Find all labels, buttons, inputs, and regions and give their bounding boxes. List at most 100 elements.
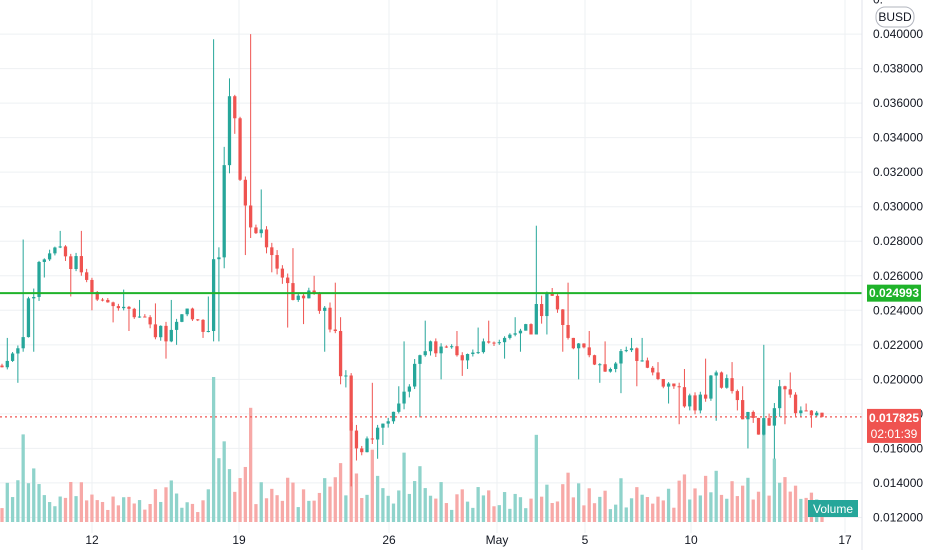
candle-body [333,329,337,332]
volume-bar [196,512,200,522]
y-tick-label: 0.038000 [873,62,923,76]
volume-bar [21,434,25,522]
candle-body [254,227,258,234]
candle-body [772,408,777,426]
candle-body [566,325,570,338]
volume-bar [148,504,152,522]
volume-bar [587,488,591,522]
candle-body [259,229,263,234]
volume-bar [577,483,581,522]
candle-body [296,295,300,300]
candle-body [524,324,528,331]
candle-body [545,293,549,317]
volume-bar [32,468,36,522]
volume-bar [428,495,433,522]
candle-body [577,343,581,349]
volume-bar [767,495,771,522]
candle-body [471,352,475,355]
candle-body [100,299,105,301]
last-price-tag: 0.017825 02:01:39 [867,408,921,443]
volume-bar [444,503,449,522]
volume-bar [561,484,565,522]
volume-bar [85,500,89,522]
candle-body [529,324,533,335]
volume-bar [275,495,279,522]
y-tick-label: 0.016000 [873,441,923,455]
candle-body [693,395,697,411]
candle-body [465,354,470,361]
volume-bar [603,490,607,522]
candle-body [423,351,427,356]
candle-body [592,355,597,365]
hline-price-label: 0.024993 [869,286,919,300]
candle-body [137,316,142,318]
candle-body [487,341,491,343]
volume-bar [402,452,406,522]
volume-bar [746,477,750,522]
volume-bar [391,503,396,522]
candle-body [778,386,782,409]
volume-bar [730,481,734,522]
volume-bar [90,494,94,522]
candle-body [730,378,734,392]
volume-bar [418,466,422,522]
busd-badge[interactable]: BUSD [875,6,915,28]
volume-bar [741,485,745,522]
y-tick-label: 0.022000 [873,338,923,352]
candle-body [688,395,692,407]
candle-body [672,383,676,387]
candle-body [793,394,798,414]
candle-body [666,383,671,387]
volume-bar [122,497,126,522]
price-axis[interactable]: 0.040000 0.038000 0.036000 0.034000 0.032000… [873,0,923,524]
candle-body [513,333,517,335]
volume-bar [317,492,322,522]
x-tick-label: 5 [582,533,589,547]
volume-bar [233,491,237,522]
volume-bar [534,434,538,522]
volume-bar [407,493,411,522]
volume-bar [137,500,142,522]
volume-bar [116,505,121,522]
volume-bar [222,441,226,522]
candle-body [26,298,31,338]
volume-bar [16,480,20,522]
candle-body [90,279,94,293]
volume-bar [529,498,533,522]
volume-bar [360,498,364,522]
volume-bar [370,449,374,522]
volume-bar [804,497,808,522]
candle-body [264,229,269,248]
candle-body [32,296,36,299]
candles [0,34,824,487]
candle-body [640,360,644,362]
time-axis[interactable]: 12 19 26 May 5 10 17 [85,533,852,547]
candle-body [799,410,803,414]
y-tick-label: 0.036000 [873,96,923,110]
candle-body [603,364,607,372]
candle-body [497,342,501,344]
x-tick-label: 17 [838,533,852,547]
volume-bar [95,500,99,522]
volume-bar [450,509,454,522]
volume-bar [69,481,73,522]
candle-body [534,304,538,335]
x-tick-label: 26 [382,533,396,547]
candle-body [360,448,364,453]
volume-bar [502,492,507,522]
candle-body [164,325,168,342]
candle-body [122,306,126,309]
volume-bar [344,495,348,522]
volume-bar [291,482,295,522]
volume-bar [249,407,253,522]
y-tick-label: 0. [873,0,883,7]
volume-bar [645,497,650,522]
candle-body [190,308,195,320]
candle-body [365,438,369,453]
candle-body [444,346,449,348]
volume-bar [37,484,41,522]
volume-bar [725,498,729,522]
y-tick-label: 0.020000 [873,372,923,386]
